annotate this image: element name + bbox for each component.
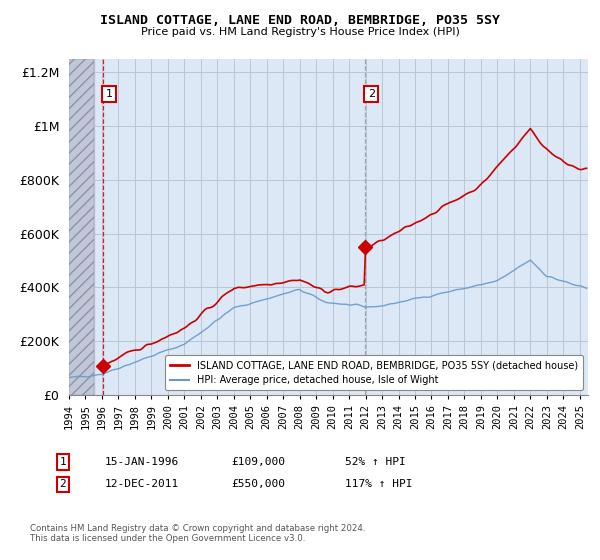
Text: 1: 1 [59, 457, 67, 467]
Legend: ISLAND COTTAGE, LANE END ROAD, BEMBRIDGE, PO35 5SY (detached house), HPI: Averag: ISLAND COTTAGE, LANE END ROAD, BEMBRIDGE… [165, 356, 583, 390]
Text: Price paid vs. HM Land Registry's House Price Index (HPI): Price paid vs. HM Land Registry's House … [140, 27, 460, 37]
Bar [69, 59, 94, 395]
Text: 12-DEC-2011: 12-DEC-2011 [105, 479, 179, 489]
Text: 117% ↑ HPI: 117% ↑ HPI [345, 479, 413, 489]
Text: £550,000: £550,000 [231, 479, 285, 489]
Text: 52% ↑ HPI: 52% ↑ HPI [345, 457, 406, 467]
Text: 15-JAN-1996: 15-JAN-1996 [105, 457, 179, 467]
Text: £109,000: £109,000 [231, 457, 285, 467]
Text: 2: 2 [59, 479, 67, 489]
Text: 2: 2 [368, 89, 375, 99]
Text: Contains HM Land Registry data © Crown copyright and database right 2024.
This d: Contains HM Land Registry data © Crown c… [30, 524, 365, 543]
Text: 1: 1 [106, 89, 113, 99]
Text: ISLAND COTTAGE, LANE END ROAD, BEMBRIDGE, PO35 5SY: ISLAND COTTAGE, LANE END ROAD, BEMBRIDGE… [100, 14, 500, 27]
Bar [69, 59, 94, 395]
